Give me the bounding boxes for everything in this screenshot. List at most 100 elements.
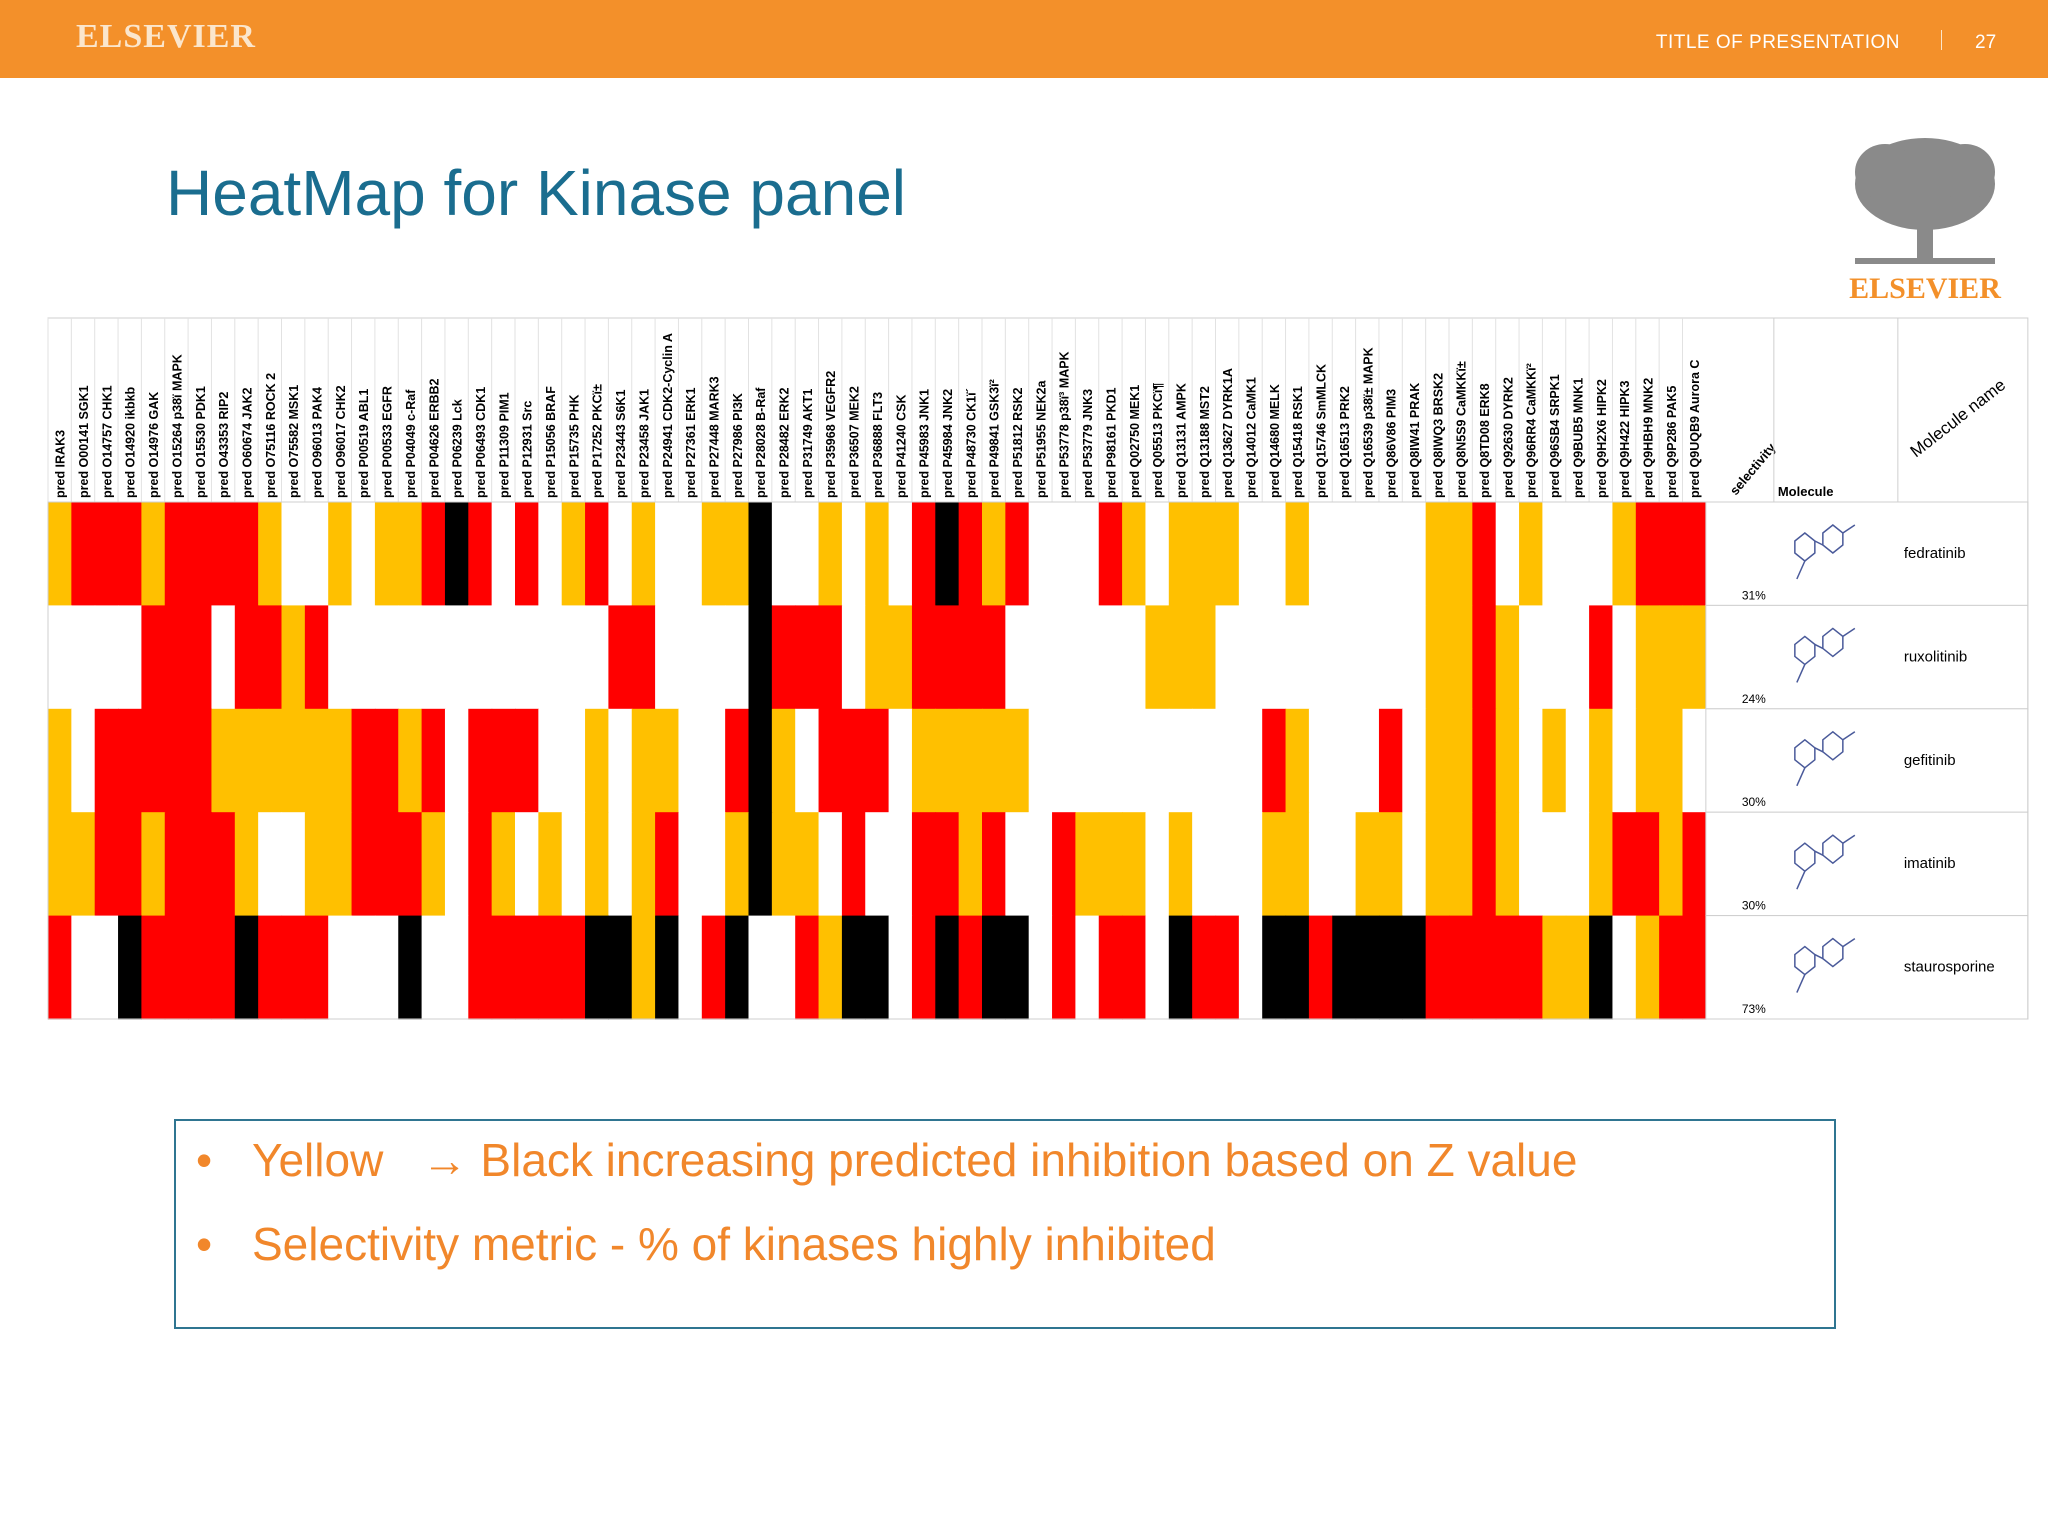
note-2: • Selectivity metric - % of kinases highl… [196, 1217, 1216, 1271]
heatmap-cell [1378, 812, 1403, 917]
heatmap-cell [748, 915, 773, 1020]
heatmap-cell [1192, 915, 1217, 1020]
column-label: pred Q15418 RSK1 [1291, 386, 1305, 498]
heatmap-cell [118, 605, 142, 710]
heatmap-cell [374, 915, 399, 1020]
column-label: pred P06493 CDK1 [474, 387, 488, 498]
heatmap-cell [1285, 708, 1310, 813]
heatmap-cell [164, 812, 189, 917]
heatmap-cell [1262, 915, 1287, 1020]
column-label: pred O14920 ikbkb [124, 386, 138, 498]
column-label: pred P28482 ERK2 [778, 387, 792, 498]
heatmap-cell [1472, 502, 1497, 606]
heatmap-cell [351, 812, 376, 917]
heatmap-cell [1425, 915, 1450, 1020]
column-label: pred Q14012 CaMK1 [1245, 377, 1259, 498]
column-label: pred Q9H422 HIPK3 [1618, 381, 1632, 498]
heatmap-cell [1425, 708, 1450, 813]
heatmap-cell [585, 502, 609, 606]
heatmap-cell [561, 812, 586, 917]
heatmap-cell [701, 605, 726, 710]
heatmap-cell [1005, 812, 1030, 917]
heatmap-cell [491, 605, 516, 710]
heatmap-cell [1122, 812, 1147, 917]
heatmap-cell [631, 502, 656, 606]
heatmap-cell [1145, 915, 1170, 1020]
heatmap-cell [1612, 812, 1637, 917]
molecule-structure-icon [1794, 627, 1856, 683]
column-label: pred P98161 PKD1 [1104, 387, 1118, 498]
heatmap-cell [1122, 605, 1147, 710]
molecule-structure-icon [1794, 524, 1856, 580]
heatmap-cell [444, 605, 469, 710]
heatmap-cell [1238, 915, 1263, 1020]
heatmap-cell [1005, 915, 1030, 1020]
column-label: pred Q92630 DYRK2 [1501, 377, 1515, 498]
heatmap-cell [141, 812, 166, 917]
heatmap-cell [374, 812, 399, 917]
heatmap-cell [678, 502, 703, 606]
heatmap-cell [1145, 605, 1170, 710]
heatmap-cell [1425, 502, 1450, 606]
heatmap-cell [1355, 915, 1380, 1020]
column-label: pred Q13627 DYRK1A [1221, 368, 1235, 498]
row-meta-cell [1705, 501, 2029, 606]
column-label: pred O75582 MSK1 [287, 385, 301, 498]
heatmap-cell [865, 708, 890, 813]
heatmap-cell [748, 812, 773, 917]
heatmap-cell [1682, 915, 1707, 1020]
elsevier-tree-icon: ELSEVIER [1849, 138, 2001, 305]
heatmap-cell [468, 708, 493, 813]
heatmap-cell [818, 915, 843, 1020]
heatmap-cell [982, 605, 1006, 710]
heatmap-cell [94, 502, 119, 606]
heatmap-cell [1168, 605, 1193, 710]
column-label: pred P15735 PHK [567, 394, 581, 498]
molecule-structure-icon [1794, 937, 1856, 993]
column-label: pred P53778 p38ï³ MAPK [1058, 351, 1072, 498]
heatmap-cell [1215, 812, 1240, 917]
bullet-icon: • [196, 1134, 213, 1186]
column-label: pred Q15746 SmMLCK [1315, 364, 1329, 498]
heatmap-cell [1145, 708, 1170, 813]
column-label: pred Q96RR4 CaMKKï² [1525, 363, 1539, 498]
heatmap-cell [538, 502, 563, 606]
heatmap-cell [1262, 605, 1287, 710]
heatmap-cell [771, 502, 796, 606]
heatmap-cell [258, 915, 283, 1020]
column-label: pred P27361 ERK1 [684, 387, 698, 498]
column-label: pred Q05513 PKCï¶ [1151, 383, 1165, 498]
heatmap-cell [1472, 915, 1497, 1020]
heatmap-cell [771, 915, 796, 1020]
heatmap-cell [561, 915, 586, 1020]
heatmap-cell [1542, 915, 1567, 1020]
column-label: pred P45983 JNK1 [918, 389, 932, 498]
column-label: pred Q16539 p38ï± MAPK [1361, 347, 1375, 498]
column-label: pred P17252 PKCï± [591, 384, 605, 498]
heatmap-cell [1682, 502, 1707, 606]
column-label: pred Q9BUB5 MNK1 [1571, 378, 1585, 498]
heatmap-cell [701, 502, 726, 606]
heatmap-cell [795, 812, 820, 917]
heatmap-cell [468, 605, 493, 710]
heatmap-cell [48, 812, 72, 917]
heatmap-cell [1332, 605, 1357, 710]
heatmap-cell [211, 812, 236, 917]
heatmap-cell [328, 502, 353, 606]
heatmap-cell [94, 915, 119, 1020]
row-meta-cell [1705, 915, 2029, 1020]
column-label: pred P23443 S6K1 [614, 390, 628, 498]
heatmap-cell [678, 915, 703, 1020]
heatmap-cell [1612, 605, 1637, 710]
heatmap-cell [982, 915, 1006, 1020]
heatmap-cell [725, 915, 750, 1020]
heatmap-cell [888, 502, 913, 606]
heatmap-cell [1262, 812, 1287, 917]
heatmap-cell [71, 915, 96, 1020]
heatmap-cell [71, 502, 96, 606]
heatmap-cell [258, 812, 283, 917]
heatmap-cell [982, 502, 1006, 606]
heatmap-cell [1075, 605, 1100, 710]
row-meta-cell [1705, 811, 2029, 917]
heatmap-cell [865, 812, 890, 917]
